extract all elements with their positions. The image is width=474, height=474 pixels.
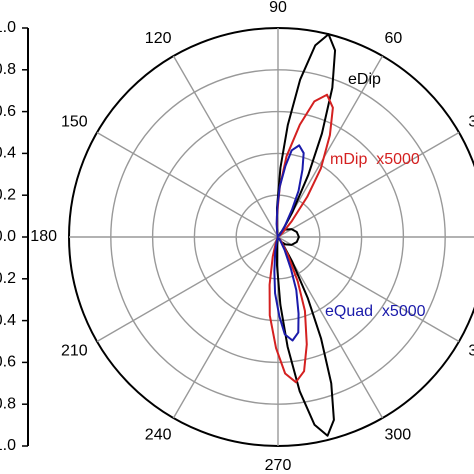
grid-spoke: [96, 131, 279, 238]
y-tick-label: 0.6: [0, 354, 16, 371]
grid-spoke: [277, 236, 460, 343]
series-label: mDip x5000: [330, 151, 420, 168]
grid-spoke: [277, 131, 460, 238]
grid-spoke: [172, 236, 279, 419]
angle-label: 180: [30, 228, 57, 245]
y-tick-label: 0.4: [0, 145, 16, 162]
y-tick-label: 0.8: [0, 61, 16, 78]
angle-label: 240: [145, 427, 172, 444]
angle-label: 270: [265, 457, 292, 474]
angle-label: 300: [385, 427, 412, 444]
grid-spoke: [172, 55, 279, 238]
series-line: [275, 33, 337, 437]
angle-label: 210: [61, 343, 88, 360]
series-label: eDip: [348, 71, 381, 88]
y-tick-label: 0.2: [0, 270, 16, 287]
y-tick-label: 1.0: [0, 19, 16, 36]
y-tick-label: 0.4: [0, 312, 16, 329]
y-tick-label: 0.6: [0, 103, 16, 120]
angle-label: 30: [468, 114, 474, 131]
angle-label: 150: [61, 114, 88, 131]
y-tick-label: 1.0: [0, 437, 16, 454]
y-tick-label: 0.2: [0, 186, 16, 203]
angle-label: 120: [145, 30, 172, 47]
angle-label: 60: [385, 30, 403, 47]
series-line: [273, 144, 305, 342]
angle-label: 90: [269, 0, 287, 16]
series-label: eQuad x5000: [325, 303, 426, 320]
grid-spoke: [96, 236, 279, 343]
angle-label: 330: [468, 343, 474, 360]
y-tick-label: 0.8: [0, 395, 16, 412]
y-tick-label: 0.0: [0, 228, 16, 245]
